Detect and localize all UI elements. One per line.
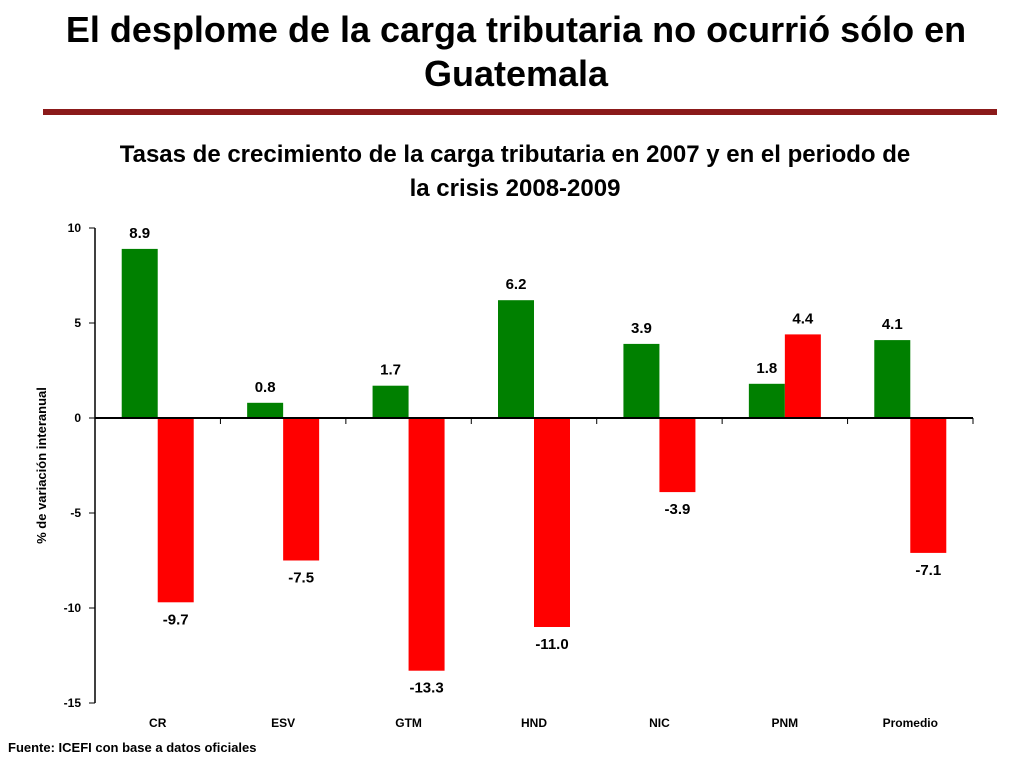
bar <box>372 385 409 418</box>
y-tick-label: 10 <box>68 221 82 235</box>
x-tick-label: NIC <box>649 716 670 730</box>
data-label: -9.7 <box>163 611 189 628</box>
title-rule <box>43 109 997 115</box>
x-tick-label: GTM <box>395 716 422 730</box>
data-label: 6.2 <box>506 276 527 293</box>
source-note: Fuente: ICEFI con base a datos oficiales <box>8 740 257 755</box>
chart-title: Tasas de crecimiento de la carga tributa… <box>119 141 911 202</box>
bar <box>157 418 194 603</box>
bar <box>498 300 534 418</box>
x-tick-label: ESV <box>271 716 295 730</box>
data-label: -7.5 <box>288 570 314 587</box>
bar <box>910 418 947 553</box>
x-tick-label: PNM <box>772 716 799 730</box>
data-label: 1.7 <box>380 362 401 379</box>
bar <box>534 418 570 627</box>
y-tick-label: -5 <box>70 506 81 520</box>
slide-title: El desplome de la carga tributaria no oc… <box>65 9 967 94</box>
bar <box>748 383 785 418</box>
data-label: -7.1 <box>915 562 941 579</box>
data-label: 0.8 <box>255 379 276 396</box>
bar <box>784 334 821 418</box>
x-tick-label: HND <box>521 716 547 730</box>
x-tick-label: Promedio <box>883 716 938 730</box>
bar <box>408 418 445 671</box>
bar <box>874 340 911 418</box>
data-label: -3.9 <box>664 501 690 518</box>
data-label: 3.9 <box>631 320 652 337</box>
bar <box>659 418 696 493</box>
data-label: -11.0 <box>535 636 568 653</box>
bar <box>283 418 320 561</box>
data-label: -13.3 <box>409 680 443 697</box>
bar <box>623 343 660 418</box>
data-label: 4.1 <box>882 316 903 333</box>
data-label: 4.4 <box>792 310 814 327</box>
x-tick-label: CR <box>149 716 167 730</box>
data-label: 1.8 <box>756 360 777 377</box>
y-tick-label: 5 <box>74 316 81 330</box>
y-axis-label: % de variación interanual <box>34 387 49 544</box>
y-tick-label: 0 <box>74 411 81 425</box>
bar <box>121 248 158 418</box>
data-label: 8.9 <box>129 225 150 242</box>
y-tick-label: -10 <box>64 601 82 615</box>
y-tick-label: -15 <box>64 696 82 710</box>
bar <box>247 402 284 418</box>
